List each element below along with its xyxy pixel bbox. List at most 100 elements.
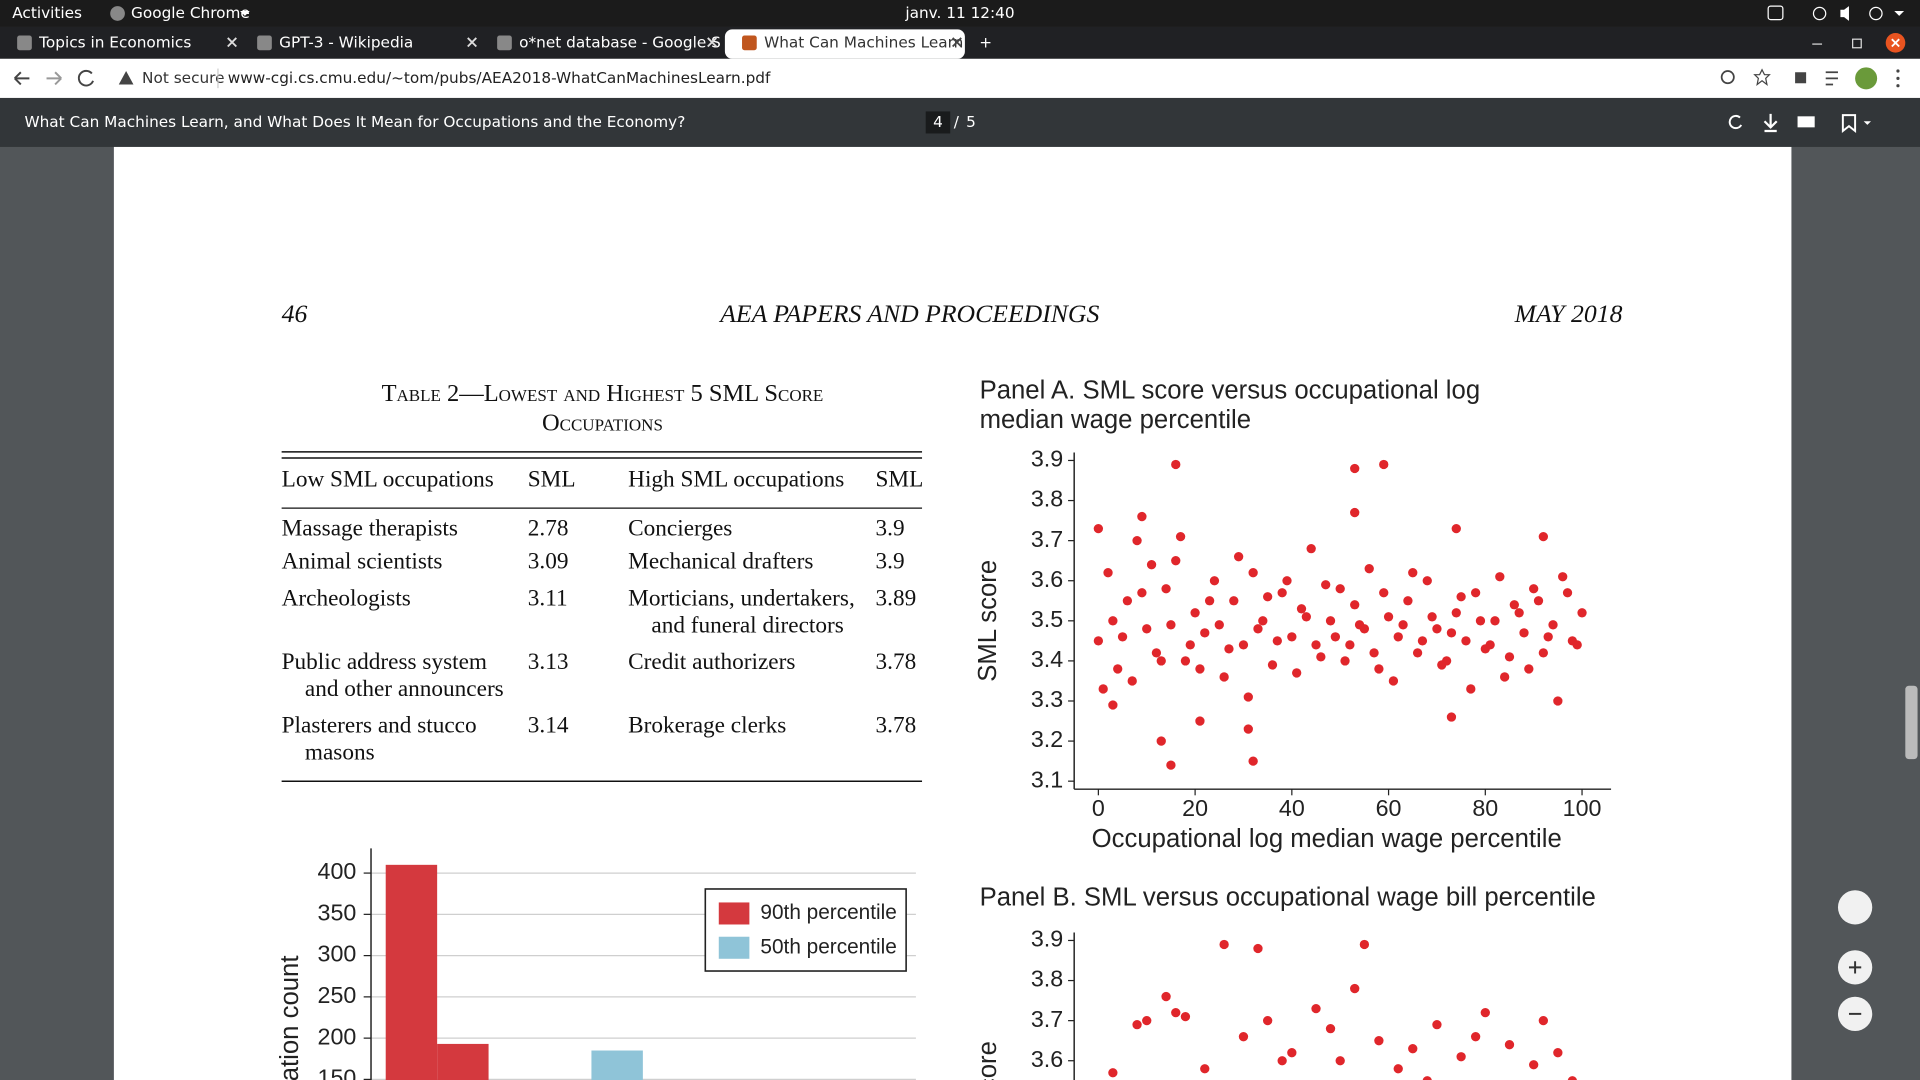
system-menu-arrow[interactable] — [1894, 11, 1905, 16]
scatter-point — [1103, 568, 1113, 578]
legend-label: 50th percentile — [760, 935, 896, 958]
scatter-point — [1427, 612, 1437, 622]
scatter-point — [1451, 523, 1461, 534]
media-icon[interactable] — [1825, 71, 1838, 86]
fit-button[interactable] — [1837, 890, 1873, 925]
table-cell: Brokerage clerks — [628, 713, 786, 739]
scatter-point — [1374, 1036, 1384, 1046]
network-icon[interactable] — [1812, 6, 1827, 21]
table-cell: 3.13 — [528, 649, 569, 675]
security-label[interactable]: Not secure — [142, 69, 225, 87]
maximize[interactable] — [1852, 38, 1862, 49]
scatter-point — [1330, 632, 1341, 642]
tab-title[interactable]: GPT-3 - Wikipedia — [279, 33, 413, 51]
scatter-point — [1195, 716, 1205, 726]
scatter-point — [1282, 576, 1292, 586]
forward-button[interactable] — [46, 71, 62, 86]
y-tick-label: 350 — [318, 899, 357, 925]
x-tick-label: 40 — [1279, 795, 1305, 821]
scatter-point — [1248, 568, 1258, 578]
tab-close[interactable] — [952, 37, 962, 48]
scatter-point — [1277, 588, 1287, 598]
print-button[interactable] — [1797, 116, 1815, 128]
scatter-point — [1263, 1015, 1273, 1026]
menu-dot[interactable] — [1896, 76, 1900, 80]
table-cell: 3.78 — [876, 649, 917, 675]
activities[interactable]: Activities — [12, 4, 82, 22]
column-header: High SML occupations — [628, 467, 844, 493]
scatter-point — [1287, 1048, 1297, 1058]
bar — [385, 864, 438, 1080]
scatter-point — [1514, 608, 1524, 618]
tab-title[interactable]: Topics in Economics — [38, 33, 191, 51]
scrollbar-thumb[interactable] — [1905, 685, 1918, 760]
scatter-point — [1098, 684, 1108, 694]
profile-avatar[interactable] — [1855, 67, 1878, 90]
tab-close[interactable] — [467, 37, 477, 48]
scatter-point — [1538, 1015, 1548, 1026]
tab-favicon — [742, 35, 757, 51]
tab-close[interactable] — [227, 37, 237, 48]
y-tick-label: 200 — [318, 1023, 357, 1049]
scatter-point — [1403, 596, 1413, 606]
scatter-point — [1108, 1068, 1118, 1078]
tab-close[interactable] — [707, 37, 717, 48]
tab-favicon — [497, 35, 512, 51]
scatter-point — [1509, 600, 1519, 610]
new-tab[interactable]: + — [979, 33, 992, 51]
tab-title[interactable]: o*net database - Google S — [519, 33, 721, 51]
back-button[interactable] — [14, 71, 30, 86]
volume-icon[interactable] — [1840, 6, 1849, 21]
menu-dot[interactable] — [1896, 84, 1900, 88]
scatter-point — [1277, 1056, 1287, 1066]
scatter-point — [1475, 616, 1486, 626]
scatter-point — [1432, 624, 1442, 634]
y-tick-label: 3.4 — [1031, 646, 1063, 672]
rotate-button[interactable] — [1728, 114, 1743, 130]
scatter-point — [1171, 1007, 1181, 1018]
tray-icon[interactable] — [1767, 5, 1784, 21]
scatter-point — [1364, 564, 1374, 574]
scatter-point — [1577, 608, 1587, 618]
scatter-point — [1108, 616, 1118, 626]
scatter-point — [1500, 672, 1510, 682]
table-cell: 3.78 — [876, 713, 917, 739]
scatter-point — [1422, 1076, 1432, 1080]
tab-title[interactable]: What Can Machines Learn — [764, 33, 963, 51]
scatter-point — [1553, 696, 1563, 706]
chart: Occupation count 150 200 250 300 350 400 90th p… — [276, 848, 916, 1080]
reload-button[interactable] — [77, 69, 94, 87]
scatter-point — [1422, 576, 1432, 586]
page-input[interactable] — [925, 111, 951, 134]
scatter-point — [1190, 608, 1200, 618]
scatter-point — [1272, 636, 1282, 646]
zoom-icon[interactable] — [1720, 70, 1735, 85]
power-icon[interactable] — [1869, 6, 1883, 21]
clock[interactable]: janv. 11 12:40 — [904, 4, 1014, 22]
bookmarks-arrow[interactable] — [1863, 121, 1872, 125]
scatter-point — [1156, 656, 1166, 666]
download-button[interactable] — [1763, 113, 1778, 133]
table-cell: 3.09 — [528, 549, 569, 575]
extensions-icon[interactable] — [1795, 72, 1807, 84]
url[interactable]: www-cgi.cs.cmu.edu/~tom/pubs/AEA2018-Wha… — [228, 69, 771, 87]
app-menu[interactable]: Google Chrome — [131, 4, 250, 22]
x-tick-label: 60 — [1376, 795, 1402, 821]
bookmarks-button[interactable] — [1841, 114, 1857, 134]
scatter-point — [1132, 1019, 1142, 1030]
active-tab[interactable] — [724, 29, 965, 59]
chart: Panel A. SML score versus occupational l… — [974, 377, 1612, 853]
bookmark-star[interactable] — [1753, 68, 1771, 86]
x-tick-label: 100 — [1563, 795, 1602, 821]
scatter-point — [1417, 636, 1428, 646]
menu-dot[interactable] — [1896, 69, 1900, 73]
tab-favicon — [17, 35, 32, 51]
scatter-point — [1374, 664, 1384, 674]
table-cell: 3.9 — [876, 549, 905, 575]
table-cell: Morticians, undertakers, — [628, 585, 855, 611]
y-tick-label: 3.8 — [1031, 486, 1063, 512]
scatter-point — [1151, 648, 1162, 658]
scatter-point — [1567, 1076, 1577, 1080]
scatter-point — [1296, 604, 1307, 614]
